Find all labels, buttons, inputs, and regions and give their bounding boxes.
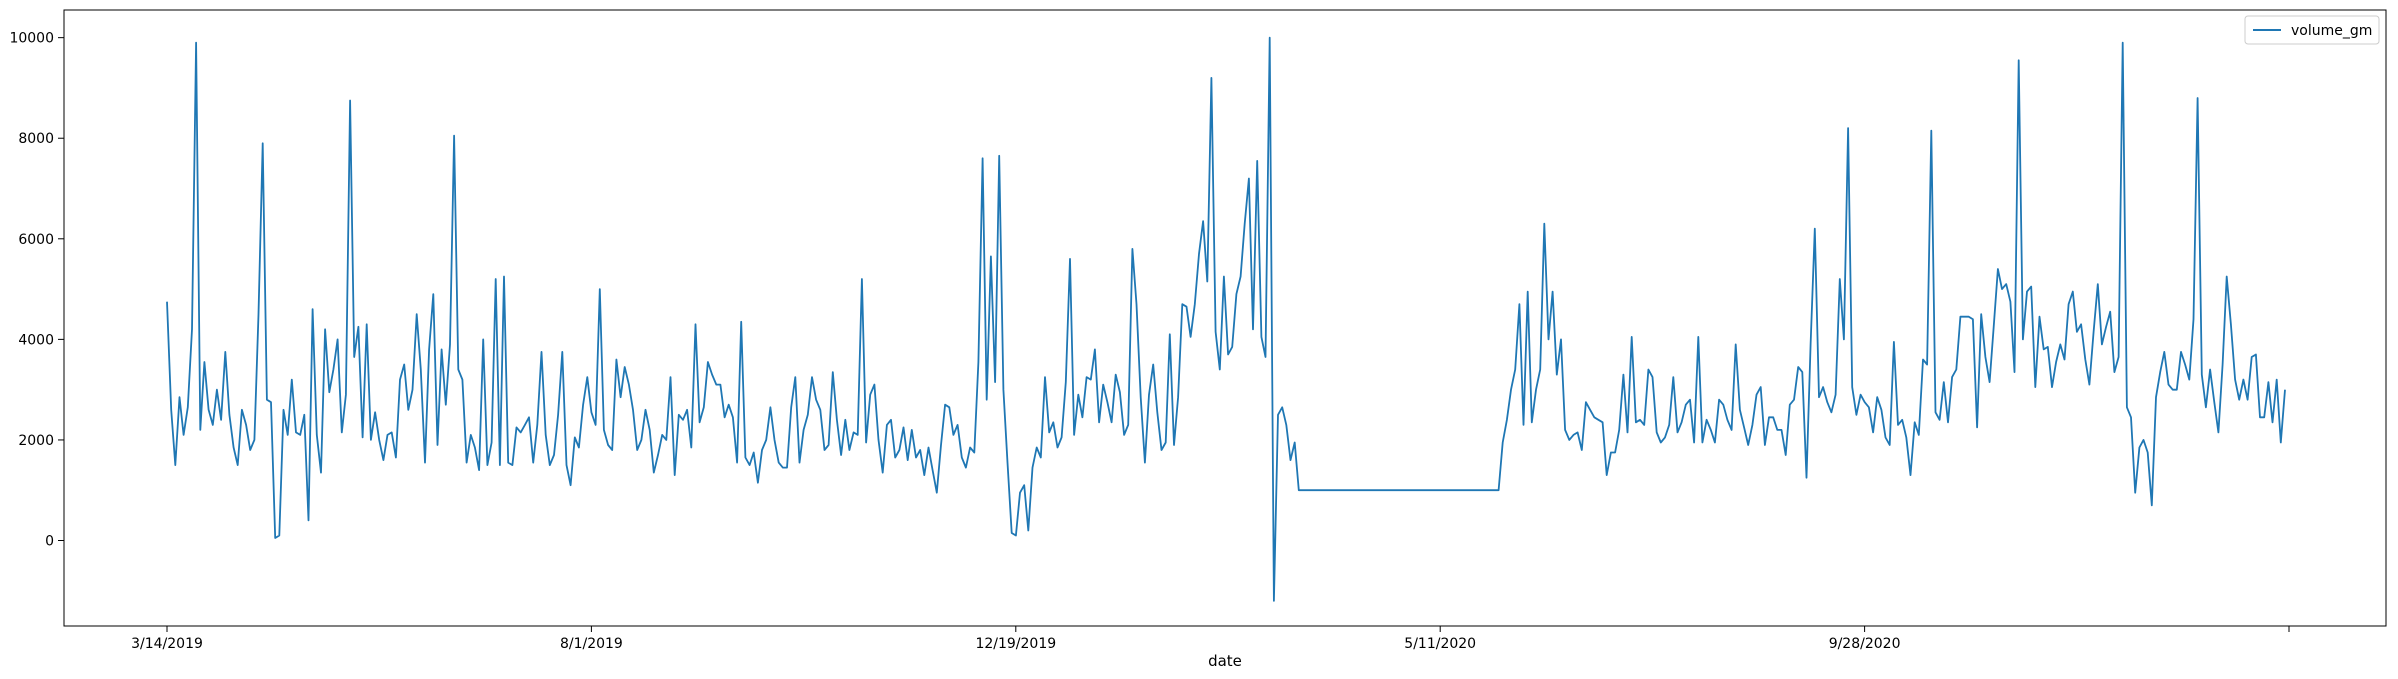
legend: volume_gm	[2244, 15, 2380, 45]
legend-label-volume-gm: volume_gm	[2291, 23, 2372, 39]
x-tick-label: 12/19/2019	[975, 636, 1056, 652]
y-tick-label: 10000	[9, 31, 54, 47]
legend-box	[2244, 15, 2380, 45]
plot-area: 0 2000 4000 6000 8000 10000 3/14/2019 8/1/2019…	[9, 9, 2387, 652]
x-tick-label: 8/1/2019	[560, 636, 623, 652]
x-axis: 3/14/2019 8/1/2019 12/19/2019 5/11/2020 9/28…	[131, 626, 2290, 652]
plot-frame	[63, 9, 2387, 627]
x-tick-label: 5/11/2020	[1404, 636, 1476, 652]
y-axis: 0 2000 4000 6000 8000 10000	[9, 31, 64, 550]
x-axis-title: date	[1208, 652, 1242, 670]
y-tick-label: 2000	[18, 433, 54, 449]
x-tick-label: 3/14/2019	[131, 636, 203, 652]
y-tick-label: 0	[45, 534, 54, 550]
series-line-volume-gm	[166, 36, 2286, 602]
x-tick-label: 9/28/2020	[1829, 636, 1901, 652]
y-tick-label: 6000	[18, 232, 54, 248]
y-tick-label: 4000	[18, 332, 54, 348]
y-tick-label: 8000	[18, 131, 54, 147]
